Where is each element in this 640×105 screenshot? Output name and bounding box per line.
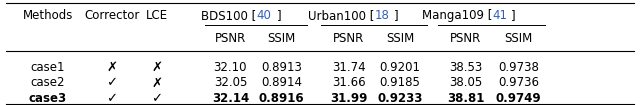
Text: ✗: ✗	[151, 76, 163, 89]
Text: 0.8914: 0.8914	[261, 76, 302, 89]
Text: 0.9185: 0.9185	[380, 76, 420, 89]
Text: Methods: Methods	[23, 9, 73, 22]
Text: SSIM: SSIM	[268, 32, 296, 45]
Text: Corrector: Corrector	[84, 9, 140, 22]
Text: 32.10: 32.10	[214, 61, 247, 74]
Text: 0.9736: 0.9736	[498, 76, 539, 89]
Text: 0.8916: 0.8916	[259, 92, 305, 105]
Text: 38.81: 38.81	[447, 92, 484, 105]
Text: ✗: ✗	[106, 61, 118, 74]
Text: case3: case3	[29, 92, 67, 105]
Text: ]: ]	[511, 9, 516, 22]
Text: SSIM: SSIM	[386, 32, 414, 45]
Text: 38.53: 38.53	[449, 61, 483, 74]
Text: 0.9233: 0.9233	[378, 92, 422, 105]
Text: 0.9738: 0.9738	[498, 61, 539, 74]
Text: 32.05: 32.05	[214, 76, 247, 89]
Text: 0.8913: 0.8913	[261, 61, 302, 74]
Text: ]: ]	[394, 9, 398, 22]
Text: 41: 41	[492, 9, 507, 22]
Text: case1: case1	[31, 61, 65, 74]
Text: PSNR: PSNR	[333, 32, 364, 45]
Text: case2: case2	[31, 76, 65, 89]
Text: PSNR: PSNR	[215, 32, 246, 45]
Text: ✗: ✗	[151, 61, 163, 74]
Text: 0.9201: 0.9201	[380, 61, 420, 74]
Text: 40: 40	[256, 9, 271, 22]
Text: ✓: ✓	[106, 76, 118, 89]
Text: 18: 18	[374, 9, 389, 22]
Text: 0.9749: 0.9749	[495, 92, 541, 105]
Text: 31.66: 31.66	[332, 76, 365, 89]
Text: 38.05: 38.05	[449, 76, 483, 89]
Text: 31.99: 31.99	[330, 92, 367, 105]
Text: Urban100 [: Urban100 [	[308, 9, 374, 22]
Text: 32.14: 32.14	[212, 92, 249, 105]
Text: BDS100 [: BDS100 [	[201, 9, 256, 22]
Text: ✓: ✓	[106, 92, 118, 105]
Text: 31.74: 31.74	[332, 61, 365, 74]
Text: LCE: LCE	[146, 9, 168, 22]
Text: Manga109 [: Manga109 [	[422, 9, 492, 22]
Text: ]: ]	[276, 9, 281, 22]
Text: PSNR: PSNR	[451, 32, 481, 45]
Text: SSIM: SSIM	[504, 32, 532, 45]
Text: ✓: ✓	[151, 92, 163, 105]
